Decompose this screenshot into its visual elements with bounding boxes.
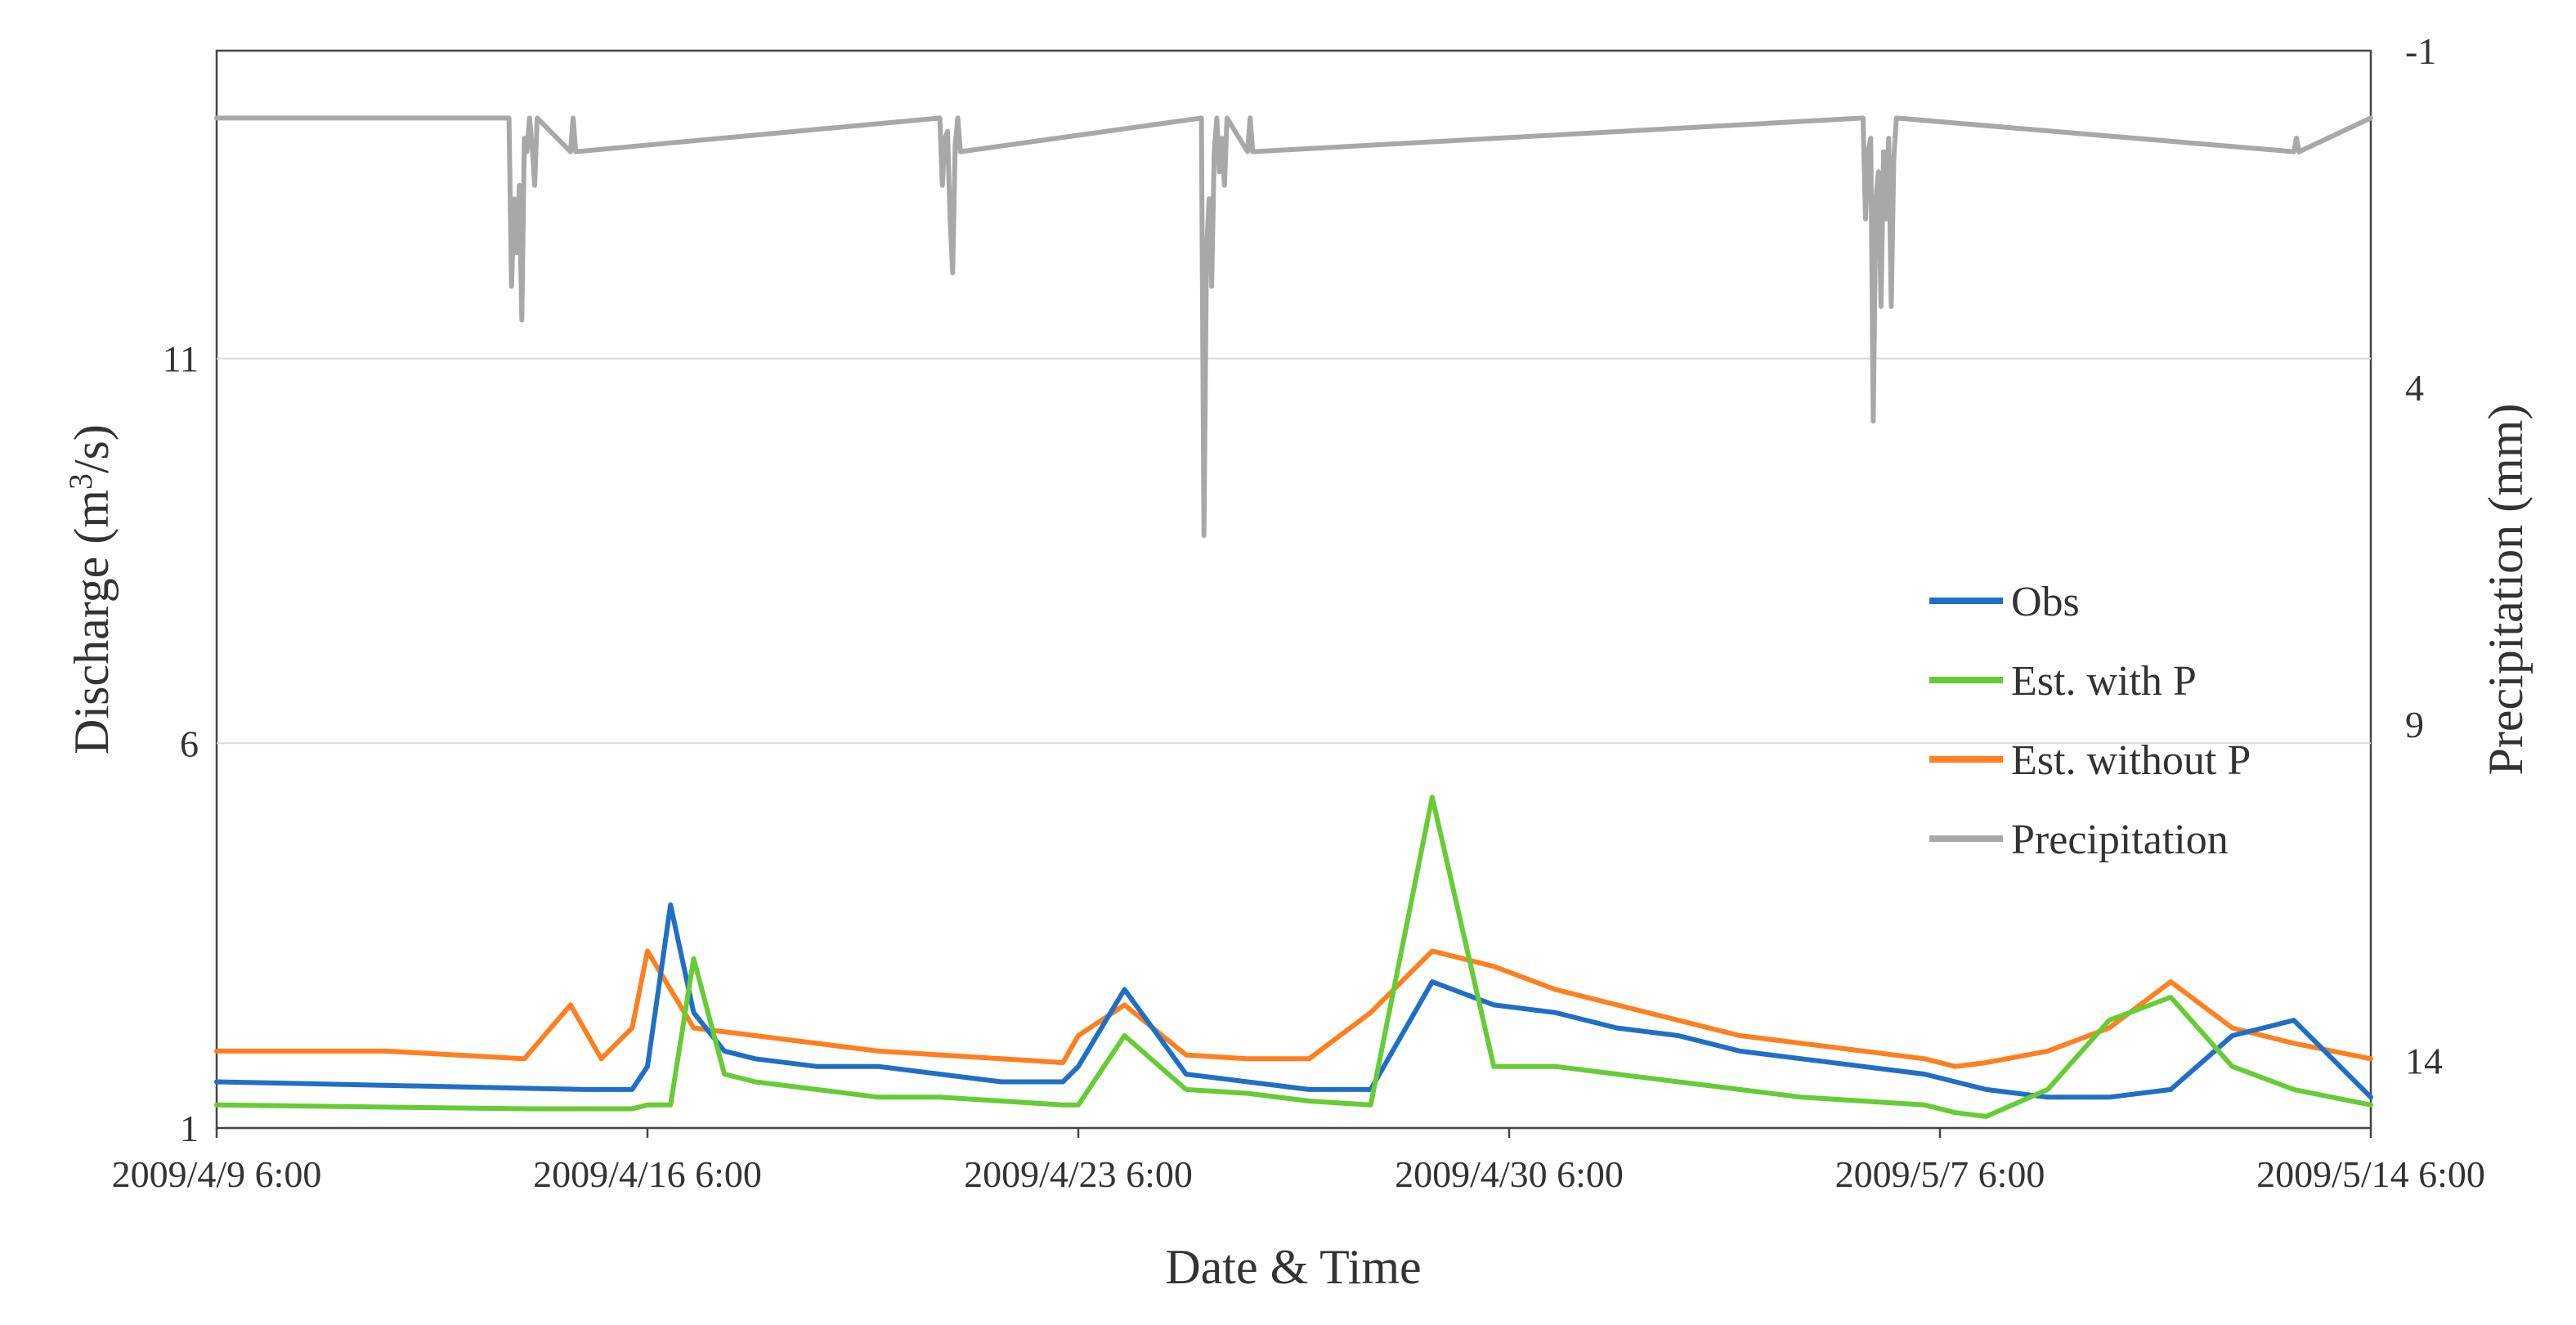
- x-axis-title: Date & Time: [1165, 1240, 1421, 1294]
- right-tick-label: 9: [2405, 704, 2424, 745]
- right-axis-title: Precipitation (mm): [2479, 404, 2533, 776]
- left-axis-title-part1: Discharge (m: [65, 490, 119, 754]
- left-axis-title-part2: /s): [65, 424, 119, 473]
- right-axis-ticks: -1 4 9 14: [2405, 30, 2443, 1082]
- gridlines: [217, 357, 2371, 745]
- series-line-precipitation: [214, 115, 2373, 539]
- series-line-obs: [214, 902, 2373, 1100]
- x-tick-label: 2009/4/9 6:00: [112, 1153, 322, 1195]
- left-tick-label: 11: [163, 338, 199, 380]
- x-tick-label: 2009/4/16 6:00: [533, 1153, 762, 1195]
- x-axis-ticks: 2009/4/9 6:00 2009/4/16 6:00 2009/4/23 6:0…: [112, 1128, 2485, 1195]
- series-layer: [214, 115, 2373, 1119]
- series-line-est-with-p: [214, 795, 2373, 1119]
- x-tick-label: 2009/4/30 6:00: [1395, 1153, 1624, 1195]
- right-tick-label: 4: [2405, 367, 2424, 409]
- plot-area: [215, 49, 2372, 1130]
- x-tick-label: 2009/5/7 6:00: [1835, 1153, 2045, 1195]
- x-tick-label: 2009/4/23 6:00: [964, 1153, 1193, 1195]
- series-line-est-without-p: [214, 948, 2373, 1069]
- left-axis-title: Discharge (m3/s): [62, 424, 119, 754]
- legend-label-est-without-p: Est. without P: [2011, 737, 2251, 784]
- right-tick-label: 14: [2405, 1041, 2443, 1082]
- legend-label-est-with-p: Est. with P: [2011, 658, 2197, 705]
- x-tick-label: 2009/5/14 6:00: [2256, 1153, 2485, 1195]
- left-tick-label: 1: [180, 1108, 199, 1149]
- legend-label-obs: Obs: [2011, 579, 2080, 625]
- legend-label-precipitation: Precipitation: [2011, 817, 2229, 863]
- left-tick-label: 6: [180, 723, 199, 764]
- legend: Obs Est. with P Est. without P Precipitatio…: [1929, 579, 2251, 863]
- left-axis-title-superscript: 3: [62, 473, 99, 490]
- right-tick-label: -1: [2405, 30, 2436, 72]
